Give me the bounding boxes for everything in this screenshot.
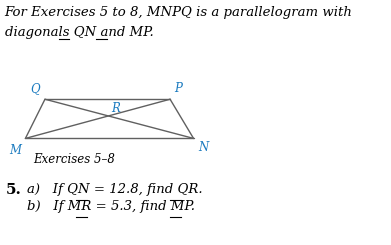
Text: Exercises 5–8: Exercises 5–8 [33, 153, 115, 166]
Text: N: N [198, 141, 208, 154]
Text: diagonals QN and MP.: diagonals QN and MP. [5, 26, 153, 39]
Text: Q: Q [30, 82, 40, 95]
Text: P: P [174, 82, 182, 95]
Text: b)   If MR = 5.3, find MP.: b) If MR = 5.3, find MP. [27, 200, 196, 213]
Text: M: M [9, 144, 21, 157]
Text: a)   If QN = 12.8, find QR.: a) If QN = 12.8, find QR. [27, 183, 203, 196]
Text: R: R [111, 102, 120, 115]
Text: 5.: 5. [6, 183, 22, 196]
Text: For Exercises 5 to 8, MNPQ is a parallelogram with: For Exercises 5 to 8, MNPQ is a parallel… [5, 6, 353, 19]
